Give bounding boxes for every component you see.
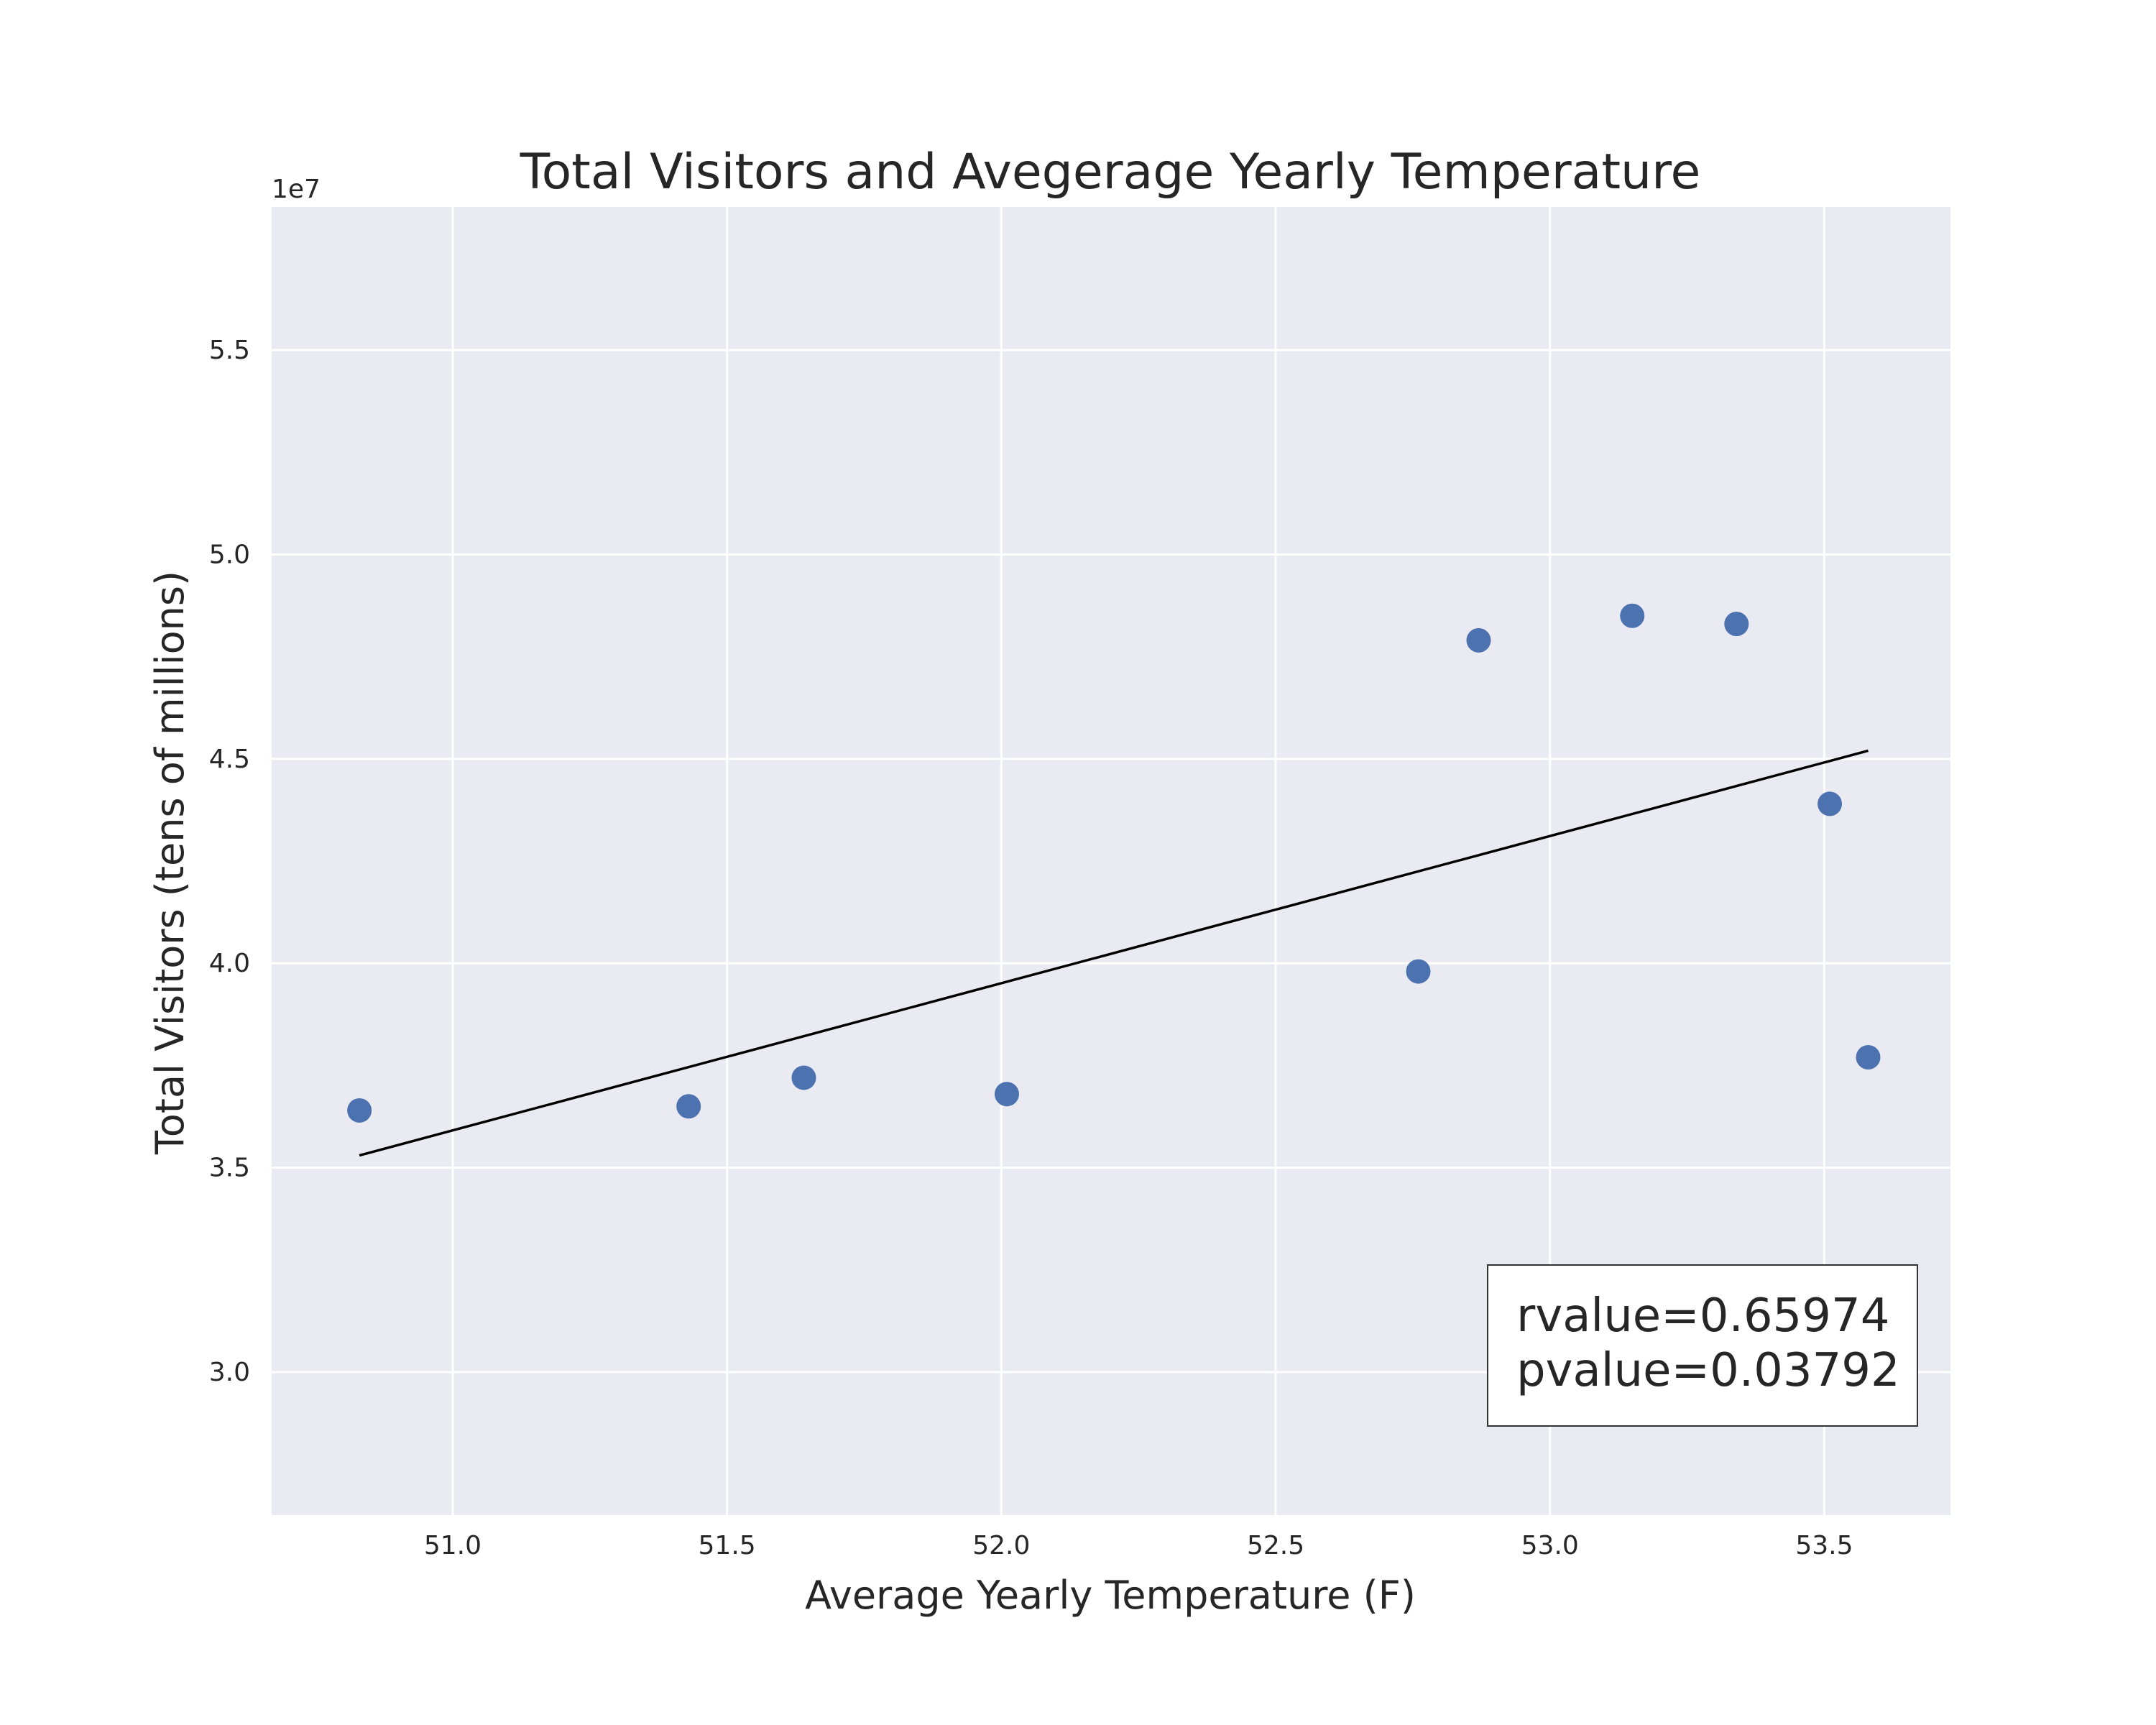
y-tick-label: 3.0 xyxy=(209,1358,250,1387)
chart-title: Total Visitors and Avegerage Yearly Temp… xyxy=(520,144,1701,201)
x-axis-label: Average Yearly Temperature (F) xyxy=(805,1573,1416,1618)
y-tick-label: 3.5 xyxy=(209,1154,250,1183)
y-tick-label: 5.5 xyxy=(209,336,250,365)
x-tick-labels: 51.0 51.5 52.0 52.5 53.0 53.5 xyxy=(424,1531,1853,1560)
y-tick-label: 4.5 xyxy=(209,745,250,774)
regression-line-group xyxy=(359,749,1869,1157)
y-tick-label: 5.0 xyxy=(209,540,250,569)
data-point xyxy=(1406,959,1431,984)
x-tick-label: 51.0 xyxy=(424,1531,482,1560)
data-point xyxy=(791,1065,816,1090)
x-tick-label: 52.0 xyxy=(972,1531,1030,1560)
data-point xyxy=(1818,791,1843,816)
pvalue-text: pvalue=0.03792 xyxy=(1516,1344,1900,1397)
x-tick-label: 53.5 xyxy=(1795,1531,1853,1560)
x-tick-label: 52.5 xyxy=(1247,1531,1304,1560)
data-point xyxy=(1724,612,1749,637)
grid-lines xyxy=(272,207,1950,1515)
x-tick-label: 53.0 xyxy=(1521,1531,1579,1560)
regression-line xyxy=(359,749,1869,1157)
rvalue-text: rvalue=0.65974 xyxy=(1516,1289,1889,1343)
data-point xyxy=(676,1094,701,1119)
y-axis-label: Total Visitors (tens of millions) xyxy=(147,571,193,1155)
y-tick-label: 4.0 xyxy=(209,949,250,978)
data-point xyxy=(1620,603,1645,628)
stats-box-border xyxy=(1487,1264,1918,1427)
y-axis-offset-label: 1e7 xyxy=(272,175,321,204)
data-point xyxy=(994,1082,1019,1107)
data-points xyxy=(347,603,1881,1123)
x-tick-label: 51.5 xyxy=(699,1531,756,1560)
y-tick-labels: 3.0 3.5 4.0 4.5 5.0 5.5 xyxy=(209,336,250,1387)
data-point xyxy=(1856,1045,1881,1070)
data-point xyxy=(1466,627,1491,653)
stats-annotation-box: rvalue=0.65974 pvalue=0.03792 xyxy=(1487,1264,1918,1427)
data-point xyxy=(347,1098,372,1123)
